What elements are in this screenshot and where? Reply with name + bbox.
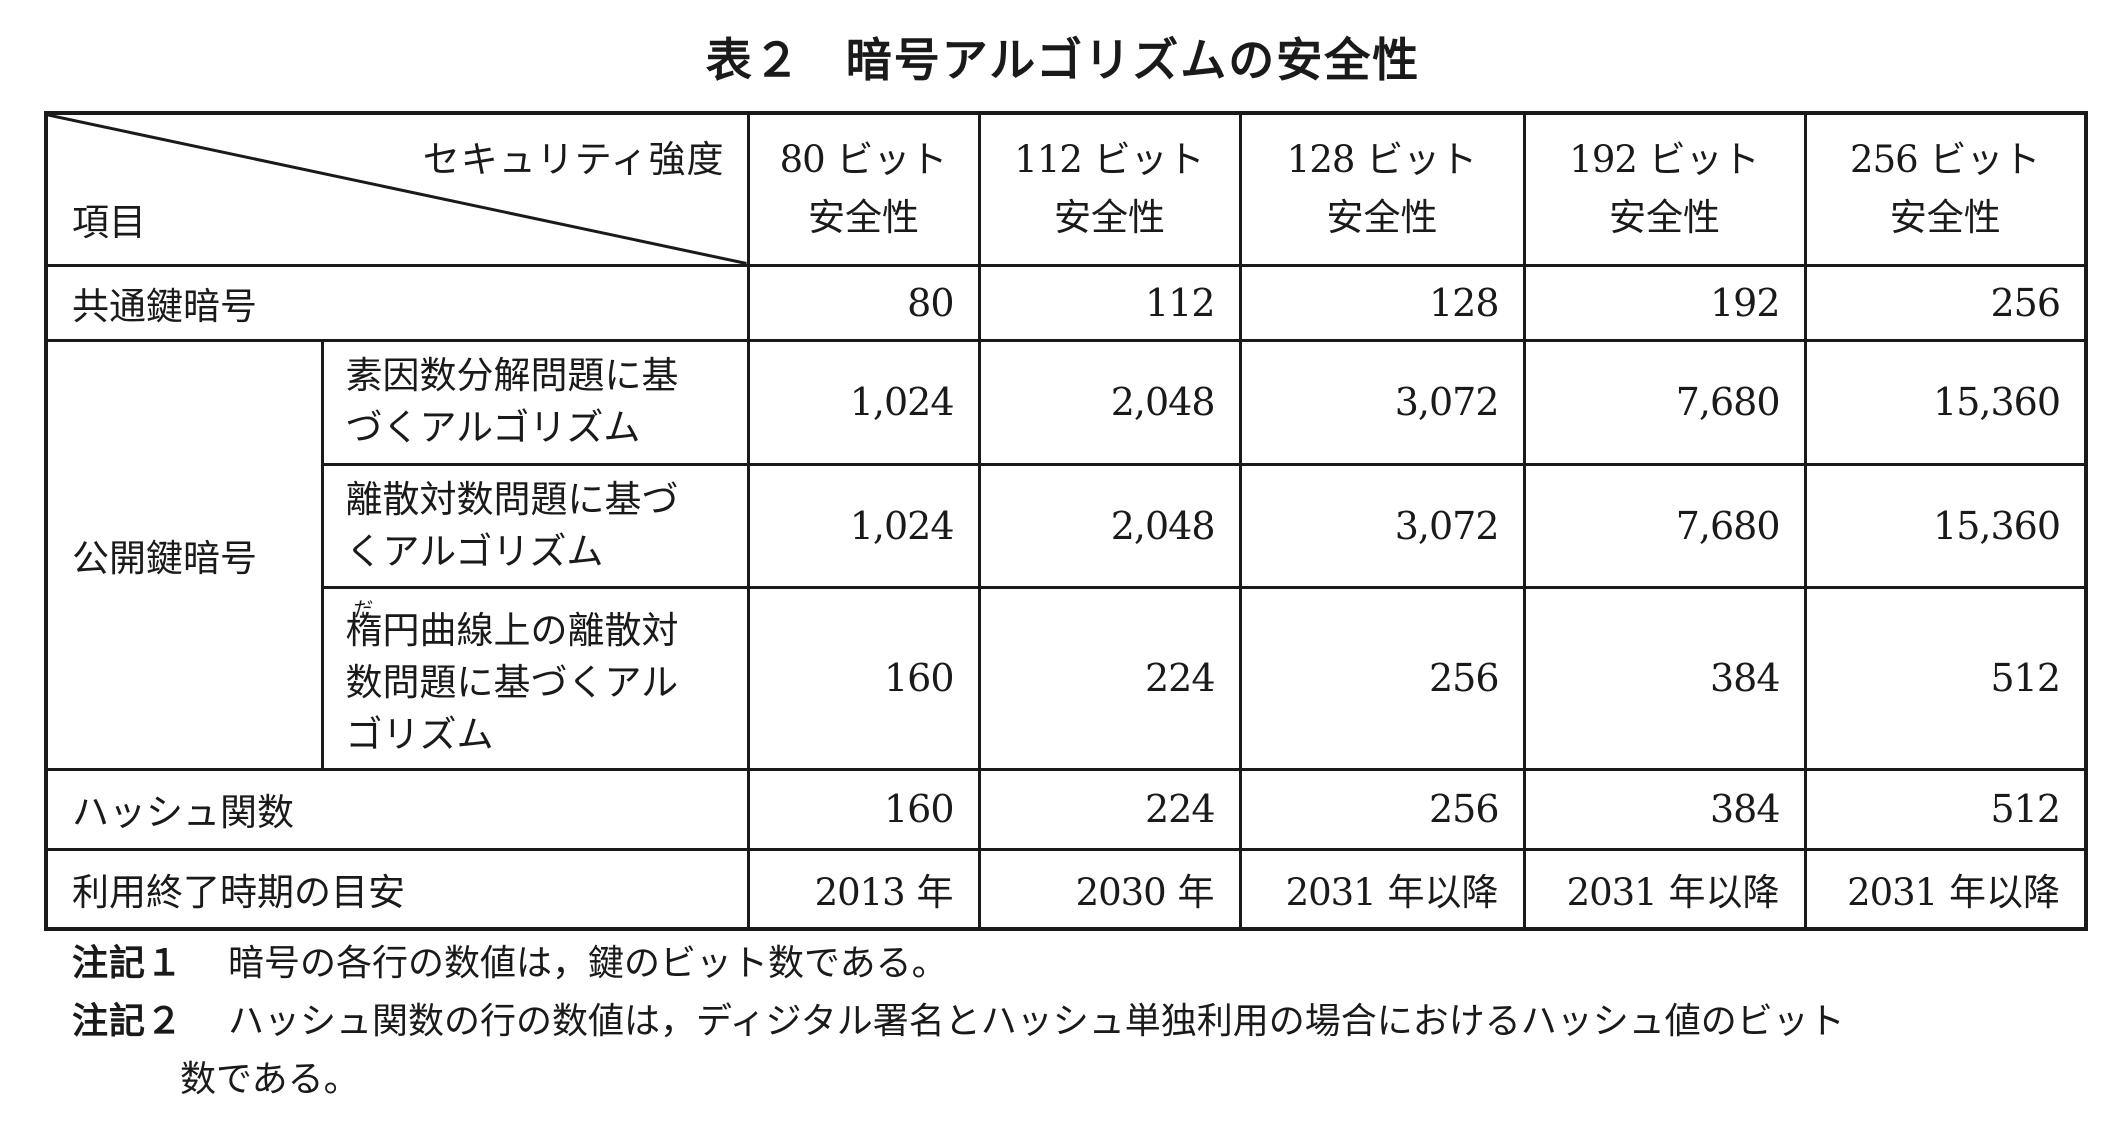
cell-value: 2,048 — [977, 462, 1242, 589]
cell-value: 80 — [746, 263, 981, 342]
note-2-continuation: 数である。 — [180, 1059, 360, 1100]
cell-year: 2031 年以降 — [1238, 847, 1526, 931]
cell-value: 512 — [1803, 585, 2088, 771]
cell-value: 192 — [1522, 263, 1807, 342]
cell-value: 224 — [977, 585, 1242, 771]
cell-value: 3,072 — [1238, 462, 1526, 589]
cell-value: 384 — [1522, 767, 1807, 851]
cell-value: 1,024 — [746, 462, 981, 589]
cell-year: 2030 年 — [977, 847, 1242, 931]
table-row-end-of-use: 利用終了時期の目安 2013 年 2030 年 2031 年以降 2031 年以… — [44, 847, 2088, 931]
cell-value: 256 — [1238, 767, 1526, 851]
note-2: 注記２ ハッシュ関数の行の数値は，ディジタル署名とハッシュ単独利用の場合における… — [72, 993, 2092, 1051]
cell-year: 2013 年 — [746, 847, 981, 931]
cell-value: 384 — [1522, 585, 1807, 771]
cell-value: 224 — [977, 767, 1242, 851]
cell-value: 15,360 — [1803, 338, 2088, 466]
sub-row-label: 離散対数問題に基づ くアルゴリズム — [320, 462, 750, 589]
sub-row-label: だ楕円曲線上の離散対 数問題に基づくアル ゴリズム — [320, 585, 750, 771]
sub-row-label: 素因数分解問題に基 づくアルゴリズム — [320, 338, 750, 466]
cell-value: 112 — [977, 263, 1242, 342]
cell-value: 160 — [746, 585, 981, 771]
column-header-128: 128 ビット 安全性 — [1238, 111, 1526, 267]
column-header-192: 192 ビット 安全性 — [1522, 111, 1807, 267]
table-row-hash-function: ハッシュ関数 160 224 256 384 512 — [44, 767, 2088, 851]
table-row-factorization: 公開鍵暗号 素因数分解問題に基 づくアルゴリズム 1,024 2,048 3,0… — [44, 338, 2088, 771]
cell-value: 128 — [1238, 263, 1526, 342]
cell-value: 512 — [1803, 767, 2088, 851]
diagonal-divider — [48, 115, 747, 264]
column-header-256: 256 ビット 安全性 — [1803, 111, 2088, 267]
cell-value: 256 — [1238, 585, 1526, 771]
row-label: 共通鍵暗号 — [44, 263, 750, 342]
note-text: ハッシュ関数の行の数値は，ディジタル署名とハッシュ単独利用の場合におけるハッシュ… — [228, 1001, 1845, 1042]
table-row-discrete-log: 離散対数問題に基づ くアルゴリズム 1,024 2,048 3,072 7,68… — [46, 462, 2088, 589]
note-tag: 注記１ — [72, 943, 184, 984]
cell-value: 160 — [746, 767, 981, 851]
cell-year: 2031 年以降 — [1522, 847, 1807, 931]
crypto-security-table: セキュリティ強度 項目 80 ビット 安全性 112 ビット 安全性 128 ビ… — [44, 111, 2088, 931]
cell-value: 7,680 — [1522, 462, 1807, 589]
note-text: 暗号の各行の数値は，鍵のビット数である。 — [228, 943, 948, 984]
cell-value: 7,680 — [1522, 338, 1807, 466]
table-title: 暗号アルゴリズムの安全性 — [845, 33, 1421, 87]
row-group-label: 公開鍵暗号 — [44, 338, 324, 771]
item-label: 項目 — [72, 200, 146, 244]
corner-header-cell: セキュリティ強度 項目 — [44, 111, 750, 267]
column-header-80: 80 ビット 安全性 — [746, 111, 981, 267]
table-caption: 表２ 暗号アルゴリズムの安全性 — [0, 30, 2126, 90]
column-header-112: 112 ビット 安全性 — [977, 111, 1242, 267]
table-row-elliptic-curve: だ楕円曲線上の離散対 数問題に基づくアル ゴリズム 160 224 256 38… — [46, 585, 2088, 771]
cell-value: 15,360 — [1803, 462, 2088, 589]
cell-year: 2031 年以降 — [1803, 847, 2088, 931]
cell-value: 2,048 — [977, 338, 1242, 466]
row-label: ハッシュ関数 — [44, 767, 750, 851]
ruby-annotation: だ — [353, 597, 374, 621]
row-label: 利用終了時期の目安 — [44, 847, 750, 931]
header-row: セキュリティ強度 項目 80 ビット 安全性 112 ビット 安全性 128 ビ… — [44, 111, 2088, 267]
table-notes: 注記１ 暗号の各行の数値は，鍵のビット数である。 注記２ ハッシュ関数の行の数値… — [72, 935, 2092, 1109]
table-row-common-key: 共通鍵暗号 80 112 128 192 256 — [44, 263, 2088, 342]
cell-value: 3,072 — [1238, 338, 1526, 466]
note-tag: 注記２ — [72, 1001, 184, 1042]
note-1: 注記１ 暗号の各行の数値は，鍵のビット数である。 — [72, 935, 2092, 993]
cell-value: 1,024 — [746, 338, 981, 466]
security-strength-label: セキュリティ強度 — [422, 138, 725, 181]
cell-value: 256 — [1803, 263, 2088, 342]
table-number: 表２ — [705, 33, 802, 87]
